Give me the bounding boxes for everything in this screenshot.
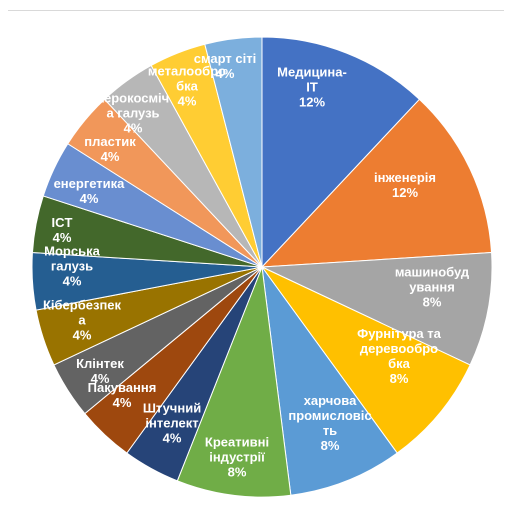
slice-percent-label: 4% bbox=[63, 273, 82, 288]
slice-label-6: Креативні індустрії 8% bbox=[205, 434, 269, 479]
slice-label-4: Фурнітура та деревообро бка 8% bbox=[357, 326, 441, 386]
slice-percent-label: 8% bbox=[423, 294, 442, 309]
pie-labels: Медицина-ІТ 12%інженерія 12%машинобуд уванн… bbox=[43, 51, 470, 480]
slice-label-1: Медицина-ІТ 12% bbox=[277, 64, 347, 109]
slice-name-line: бка bbox=[388, 356, 411, 371]
slice-name-line: Пакування bbox=[88, 380, 157, 395]
slice-label-15: аерокосміч а галузь 4% bbox=[97, 90, 169, 135]
pie-slice-4 bbox=[261, 266, 471, 454]
slice-name-line: ІТ bbox=[306, 79, 318, 94]
slice-percent-label: 4% bbox=[163, 430, 182, 445]
pie-slice-6 bbox=[176, 266, 292, 498]
slice-name-line: а галузь bbox=[106, 105, 159, 120]
slice-label-8: Пакування 4% bbox=[88, 380, 157, 410]
slice-percent-label: 8% bbox=[228, 464, 247, 479]
slice-label-11: Морська галузь 4% bbox=[44, 243, 100, 288]
slice-name-line: ICT bbox=[52, 215, 73, 230]
slice-label-9: Клінтек 4% bbox=[76, 356, 124, 386]
slice-name-line: інтелект bbox=[145, 415, 198, 430]
slice-name-line: машинобуд bbox=[395, 264, 470, 279]
slice-percent-label: 4% bbox=[113, 395, 132, 410]
slice-percent-label: 4% bbox=[53, 230, 72, 245]
slice-percent-label: 4% bbox=[124, 120, 143, 135]
slice-name-line: енергетика bbox=[54, 176, 126, 191]
slice-name-line: промисловіс bbox=[288, 408, 371, 423]
pie-slice-3 bbox=[261, 252, 493, 366]
slice-percent-label: 4% bbox=[73, 327, 92, 342]
slice-percent-label: 4% bbox=[80, 191, 99, 206]
slice-name-line: смарт сіті bbox=[194, 51, 256, 66]
slice-percent-label: 12% bbox=[299, 94, 325, 109]
pie-slice-2 bbox=[260, 98, 493, 268]
slice-name-line: Креативні bbox=[205, 434, 269, 449]
slice-name-line: ть bbox=[323, 423, 337, 438]
slice-name-line: харчова bbox=[304, 393, 357, 408]
slice-name-line: бка bbox=[176, 78, 199, 93]
slice-percent-label: 4% bbox=[216, 66, 235, 81]
slice-name-line: Фурнітура та bbox=[357, 326, 441, 341]
slice-name-line: Медицина- bbox=[277, 64, 347, 79]
slice-percent-label: 4% bbox=[91, 371, 110, 386]
slice-percent-label: 8% bbox=[321, 438, 340, 453]
slice-label-5: харчова промисловіс ть 8% bbox=[288, 393, 371, 453]
slice-label-7: Штучний інтелект 4% bbox=[143, 400, 201, 445]
slice-label-13: енергетика 4% bbox=[54, 176, 126, 206]
pie-slice-1 bbox=[261, 36, 421, 269]
slice-name-line: деревообро bbox=[360, 341, 438, 356]
pie-slice-17 bbox=[204, 36, 263, 268]
slice-label-2: інженерія 12% bbox=[374, 170, 436, 200]
slice-name-line: аерокосміч bbox=[97, 90, 169, 105]
slice-name-line: ування bbox=[409, 279, 455, 294]
slice-percent-label: 8% bbox=[390, 371, 409, 386]
slice-name-line: Морська bbox=[44, 243, 100, 258]
slice-name-line: Клінтек bbox=[76, 356, 124, 371]
pie-slices bbox=[31, 36, 493, 498]
slice-label-16: металообро бка 4% bbox=[148, 63, 226, 108]
slice-label-14: пластик 4% bbox=[84, 134, 136, 164]
slice-percent-label: 12% bbox=[392, 185, 418, 200]
slice-name-line: Штучний bbox=[143, 400, 201, 415]
slice-label-12: ICT 4% bbox=[52, 215, 73, 245]
slice-name-line: пластик bbox=[84, 134, 136, 149]
slice-name-line: індустрії bbox=[209, 449, 265, 464]
slice-label-3: машинобуд ування 8% bbox=[395, 264, 470, 309]
slice-name-line: інженерія bbox=[374, 170, 436, 185]
slice-name-line: Кібербезпек bbox=[43, 297, 122, 312]
slice-label-10: Кібербезпек а 4% bbox=[43, 297, 122, 342]
pie-slice-5 bbox=[261, 266, 398, 496]
top-divider bbox=[8, 10, 504, 11]
slice-label-17: смарт сіті 4% bbox=[194, 51, 256, 81]
slice-name-line: галузь bbox=[51, 258, 93, 273]
slice-percent-label: 4% bbox=[101, 149, 120, 164]
slice-name-line: металообро bbox=[148, 63, 226, 78]
slice-name-line: а bbox=[78, 312, 86, 327]
slice-percent-label: 4% bbox=[178, 93, 197, 108]
